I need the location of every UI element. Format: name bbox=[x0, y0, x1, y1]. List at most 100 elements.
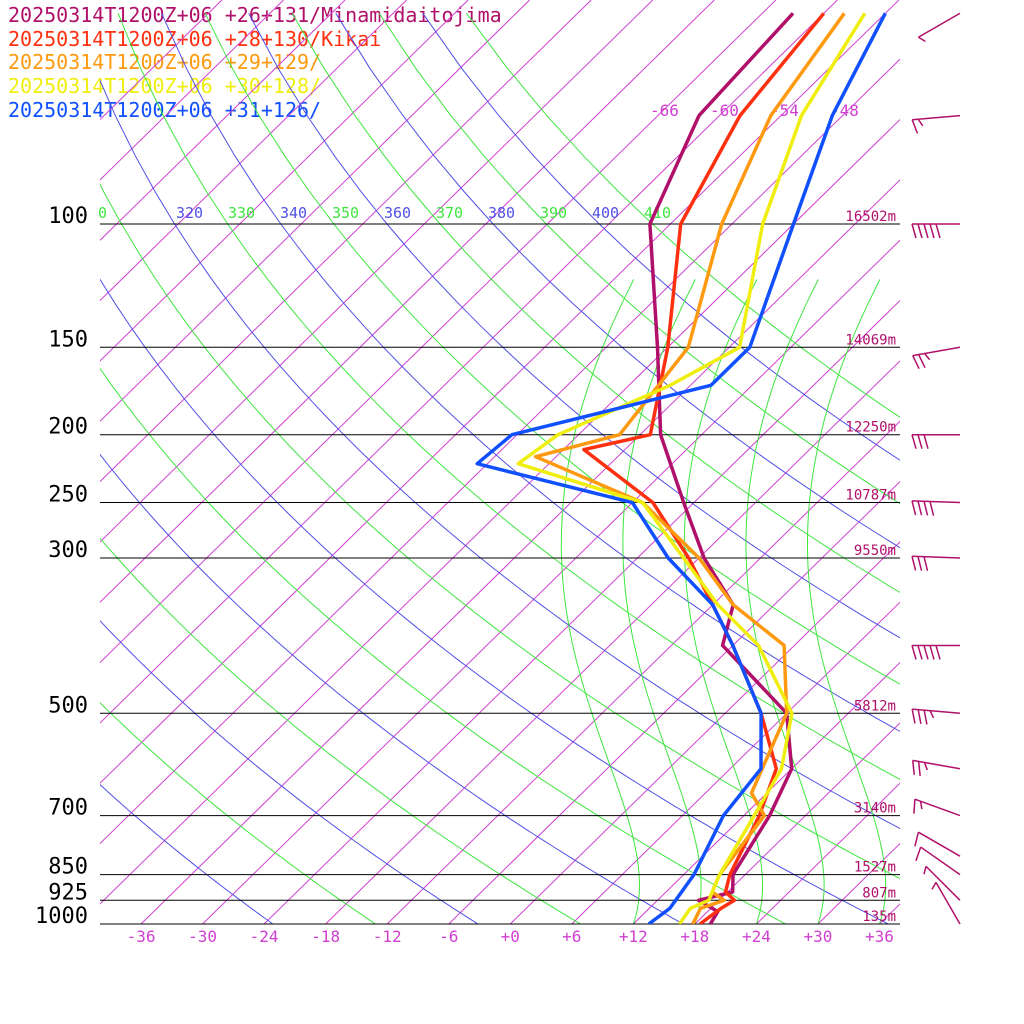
dry-adiabat-line bbox=[100, 784, 274, 924]
dry-adiabat-line bbox=[204, 13, 900, 685]
isotherm-line bbox=[100, 0, 592, 483]
wind-barb bbox=[911, 555, 961, 572]
isotherm-line bbox=[879, 903, 900, 924]
wind-barb-feather bbox=[917, 645, 923, 660]
wind-barb-feather bbox=[917, 500, 923, 516]
wind-barb bbox=[915, 846, 961, 876]
wind-barb bbox=[913, 798, 961, 817]
wind-barb-shaft bbox=[920, 846, 961, 876]
dry-adiabat-line bbox=[100, 183, 900, 880]
pressure-tick-label: 300 bbox=[48, 538, 88, 563]
wind-barb-shaft bbox=[918, 12, 961, 38]
height-label: 16502m bbox=[845, 209, 896, 225]
wind-barb-feather bbox=[917, 556, 923, 571]
wind-barb bbox=[911, 223, 960, 239]
temperature-tick-label: -24 bbox=[250, 927, 279, 946]
height-label: 12250m bbox=[845, 420, 896, 436]
wind-barb-feather bbox=[911, 119, 919, 134]
wind-barb-feather bbox=[929, 710, 935, 719]
temperature-tick-label: +0 bbox=[501, 927, 520, 946]
height-label: 135m bbox=[862, 909, 896, 925]
temperature-tick-label: +36 bbox=[865, 927, 894, 946]
wind-barb bbox=[911, 708, 961, 725]
isotherm-line bbox=[100, 0, 900, 784]
wind-barb-feather bbox=[911, 708, 916, 724]
isotherm-line bbox=[100, 58, 900, 845]
wind-barb-feather bbox=[915, 846, 922, 862]
wind-barb-feather bbox=[923, 501, 929, 516]
wind-barb bbox=[923, 865, 961, 901]
isotherm-top-label: -66 bbox=[650, 101, 679, 120]
height-label: 807m bbox=[862, 885, 896, 901]
temperature-profile-line bbox=[516, 12, 867, 924]
isotherm-line bbox=[509, 541, 900, 924]
theta-label: 410 bbox=[644, 204, 671, 222]
dry-adiabat-line bbox=[100, 367, 787, 924]
theta-label: 400 bbox=[592, 204, 619, 222]
dry-adiabat-line bbox=[100, 453, 685, 924]
legend-entry: 20250314T1200Z+06 +28+130/Kikai bbox=[8, 26, 382, 51]
wind-barb-feather bbox=[919, 801, 923, 810]
wind-barb-feather bbox=[931, 882, 937, 890]
wind-barb-shaft bbox=[912, 346, 961, 357]
isotherm-line bbox=[100, 0, 469, 362]
temperature-tick-label: +12 bbox=[619, 927, 648, 946]
isotherm-line bbox=[263, 299, 900, 924]
isotherm-line bbox=[100, 0, 284, 181]
wind-barb-shaft bbox=[912, 114, 961, 121]
isotherm-line bbox=[448, 480, 900, 924]
wind-barb-feather bbox=[911, 556, 917, 571]
isotherm-line bbox=[100, 0, 838, 724]
wind-barb-feather bbox=[911, 500, 917, 516]
pressure-tick-label: 850 bbox=[48, 855, 88, 880]
temperature-tick-label: -18 bbox=[311, 927, 340, 946]
pressure-tick-label: 500 bbox=[48, 693, 88, 718]
moist-adiabat-line bbox=[683, 279, 764, 924]
height-label: 1527m bbox=[854, 860, 896, 876]
temperature-profile-line bbox=[533, 12, 846, 924]
wind-barb-feather bbox=[935, 223, 941, 239]
isotherm-line bbox=[941, 0, 1024, 924]
isotherm-line bbox=[202, 239, 900, 924]
temperature-tick-label: -12 bbox=[373, 927, 402, 946]
dry-adiabat-line bbox=[335, 13, 900, 549]
isotherm-line bbox=[817, 842, 900, 924]
dry-adiabat-line bbox=[100, 79, 900, 830]
wind-barb-feather bbox=[912, 355, 920, 370]
height-label: 9550m bbox=[854, 543, 896, 559]
wind-barb bbox=[911, 500, 961, 516]
moist-adiabat-line bbox=[622, 279, 702, 924]
pressure-tick-label: 200 bbox=[48, 415, 88, 440]
temperature-tick-label: +6 bbox=[562, 927, 581, 946]
wind-barb bbox=[918, 12, 961, 42]
wind-barb-feather bbox=[914, 831, 920, 847]
dry-adiabat-line bbox=[248, 13, 900, 639]
pressure-tick-label: 150 bbox=[48, 327, 88, 352]
wind-barb-feather bbox=[917, 709, 922, 725]
height-label: 3140m bbox=[854, 801, 896, 817]
wind-barb-shaft bbox=[912, 708, 961, 715]
dry-adiabat-line bbox=[100, 278, 890, 924]
wind-barb-shaft bbox=[912, 759, 961, 770]
wind-barb-feather bbox=[917, 118, 924, 127]
theta-label: 0 bbox=[98, 204, 107, 222]
theta-label: 320 bbox=[176, 204, 203, 222]
temperature-tick-label: +18 bbox=[680, 927, 709, 946]
isotherm-line bbox=[1003, 0, 1024, 924]
height-label: 10787m bbox=[845, 488, 896, 504]
isotherm-line bbox=[100, 0, 346, 241]
wind-barb-shaft bbox=[918, 831, 961, 857]
legend-entry: 20250314T1200Z+06 +30+128/ bbox=[8, 74, 322, 99]
wind-barb-feather bbox=[923, 709, 928, 725]
temperature-tick-label: +30 bbox=[803, 927, 832, 946]
wind-barb-feather bbox=[923, 223, 929, 239]
isotherm-line bbox=[100, 0, 223, 121]
wind-barb-feather bbox=[911, 434, 917, 449]
wind-barb-feather bbox=[923, 353, 931, 361]
dry-adiabat-line bbox=[100, 702, 377, 924]
theta-label: 350 bbox=[332, 204, 359, 222]
legend-entry: 20250314T1200Z+06 +26+131/Minamidaitojim… bbox=[8, 3, 502, 27]
temperature-tick-label: +24 bbox=[742, 927, 771, 946]
pressure-tick-label: 250 bbox=[48, 483, 88, 508]
isotherm-line bbox=[694, 722, 900, 924]
